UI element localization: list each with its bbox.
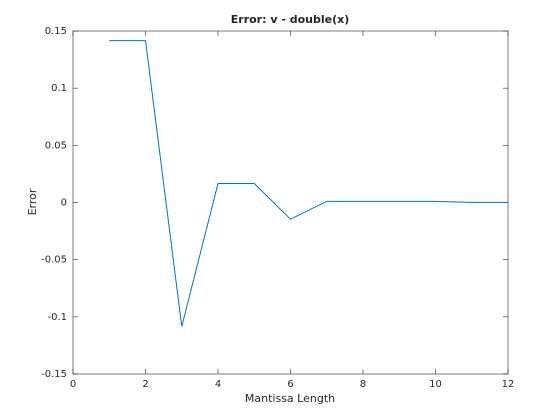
y-tick-label: -0.15 bbox=[41, 369, 67, 380]
y-axis-label: Error bbox=[26, 188, 39, 215]
chart-title: Error: v - double(x) bbox=[231, 13, 350, 26]
y-tick-label: -0.1 bbox=[47, 312, 67, 323]
y-tick-label: -0.05 bbox=[41, 255, 67, 266]
plot-area bbox=[72, 30, 509, 375]
x-tick-label: 10 bbox=[429, 379, 442, 390]
x-tick-label: 12 bbox=[502, 379, 515, 390]
y-tick-label: 0.15 bbox=[45, 26, 67, 37]
y-tick-label: 0 bbox=[61, 198, 67, 209]
line-series bbox=[109, 40, 508, 327]
x-tick-label: 6 bbox=[287, 379, 293, 390]
x-tick-label: 2 bbox=[142, 379, 148, 390]
y-tick-label: 0.1 bbox=[51, 83, 67, 94]
x-tick-label: 8 bbox=[360, 379, 366, 390]
x-tick-label: 0 bbox=[70, 379, 76, 390]
x-axis-label: Mantissa Length bbox=[245, 392, 335, 405]
y-tick-label: 0.05 bbox=[45, 140, 67, 151]
x-tick-label: 4 bbox=[215, 379, 221, 390]
